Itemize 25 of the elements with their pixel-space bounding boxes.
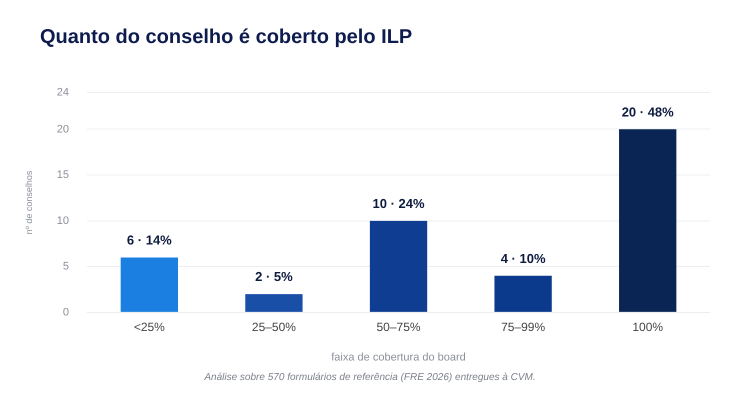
data-label: 20 · 48% [622,104,674,120]
x-tick-label: <25% [134,320,166,334]
y-tick-label: 5 [62,260,70,273]
x-tick-label: 100% [632,320,664,334]
y-tick-label: 24 [56,86,70,99]
bar [370,220,428,312]
bar [245,294,303,312]
y-tick-label: 0 [62,306,70,318]
y-tick-label: 15 [56,169,70,182]
y-tick-label: 10 [56,214,70,227]
bar [494,276,552,312]
text: Análise sobre 570 formulários de referência (FRE 2026) entregues à CVM. [203,372,537,383]
x-tick-label: 50–75% [376,320,421,334]
y-axis-title: nº de conselhos [24,170,34,234]
data-label: 2 · 5% [255,269,294,284]
x-tick-label: 25–50% [252,320,296,334]
x-tick-label: 75–99% [501,320,546,334]
data-label: 10 · 24% [372,196,425,211]
data-label: 6 · 14% [126,232,172,248]
bar [120,257,178,312]
x-axis-title: faixa de cobertura do board [331,351,466,364]
chart-title: Quanto do conselho é coberto pelo ILP [40,26,412,49]
y-tick-label: 20 [56,123,70,136]
data-label: 4 · 10% [500,250,546,266]
bar [619,129,676,312]
